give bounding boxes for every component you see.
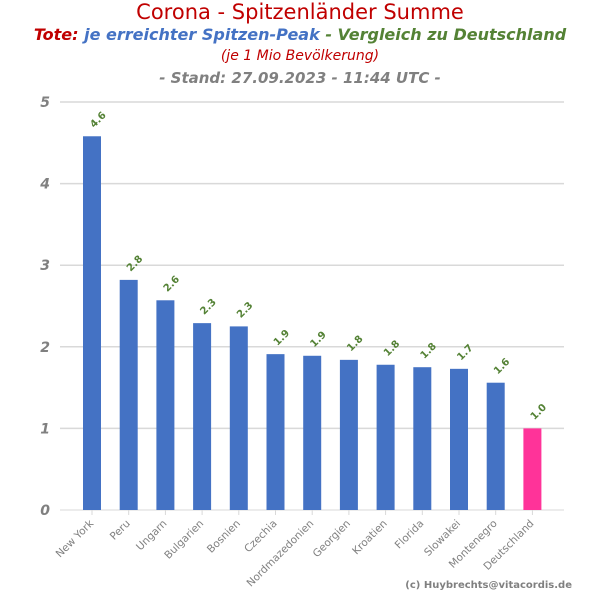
copyright: (c) Huybrechts@vitacordis.de [405,580,572,591]
data-label: 1.8 [345,334,365,354]
data-label: 1.0 [529,402,549,422]
data-label: 2.3 [235,300,255,320]
x-tick-label: Florida [393,518,427,552]
y-tick-label: 2 [40,340,50,356]
data-label: 2.3 [198,297,218,317]
data-label: 1.9 [272,328,292,348]
chart-title: Corona - Spitzenländer Summe [136,0,464,24]
bar [450,368,468,510]
x-tick-label: Peru [108,518,133,543]
y-tick-label: 4 [39,177,50,193]
chart-date: - Stand: 27.09.2023 - 11:44 UTC - [159,69,441,87]
x-tick-label: Nordmazedonien [245,518,317,590]
data-label: 2.8 [125,254,145,274]
bar [229,326,248,510]
data-label: 1.6 [492,356,512,376]
subtitle-compare: - Vergleich zu Deutschland [319,25,567,44]
data-label: 1.8 [419,341,439,361]
chart-unit: (je 1 Mio Bevölkerung) [220,48,380,64]
bar [303,355,322,510]
y-tick-label: 0 [40,503,50,519]
data-label: 4.6 [88,110,108,130]
x-tick-label: Kroatien [350,518,390,558]
bar [523,428,542,510]
data-label: 1.7 [455,343,475,363]
bar [339,359,358,510]
subtitle-peak: je erreichter Spitzen-Peak [84,25,320,44]
bar [83,136,101,510]
bar [486,382,505,510]
x-tick-label: Bosnien [205,518,243,556]
bar [376,364,395,510]
x-tick-label: Bulgarien [162,518,206,562]
data-label: 2.6 [162,274,182,294]
x-tick-label: Czechia [242,518,280,556]
bar [119,279,138,510]
subtitle-tote: Tote: [33,25,79,44]
bar [156,300,175,510]
x-tick-label: Ungarn [134,518,170,554]
x-tick-label: New York [54,517,97,560]
bar [266,354,285,510]
x-tick-label: Georgien [311,518,353,560]
y-tick-label: 3 [40,258,50,274]
bar [413,367,432,510]
y-tick-label: 1 [40,421,50,437]
data-label: 1.8 [382,339,402,359]
chart-subtitle: Tote: je erreichter Spitzen-Peak - Vergl… [0,25,600,44]
y-tick-label: 5 [40,95,50,111]
bar [193,323,212,510]
